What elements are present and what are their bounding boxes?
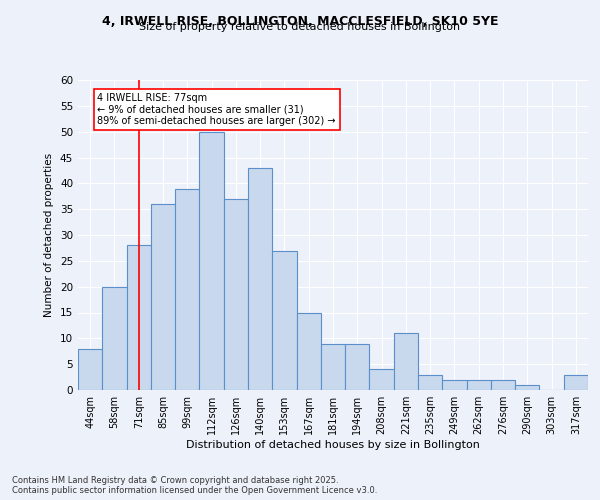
Bar: [564, 374, 588, 390]
Bar: [272, 250, 296, 390]
Bar: [248, 168, 272, 390]
Bar: [296, 312, 321, 390]
Bar: [199, 132, 224, 390]
Bar: [151, 204, 175, 390]
Text: Contains HM Land Registry data © Crown copyright and database right 2025.
Contai: Contains HM Land Registry data © Crown c…: [12, 476, 377, 495]
Bar: [418, 374, 442, 390]
Bar: [321, 344, 345, 390]
Bar: [175, 188, 199, 390]
X-axis label: Distribution of detached houses by size in Bollington: Distribution of detached houses by size …: [186, 440, 480, 450]
Bar: [78, 348, 102, 390]
Bar: [370, 370, 394, 390]
Bar: [102, 286, 127, 390]
Y-axis label: Number of detached properties: Number of detached properties: [44, 153, 55, 317]
Text: Size of property relative to detached houses in Bollington: Size of property relative to detached ho…: [139, 22, 461, 32]
Bar: [127, 246, 151, 390]
Bar: [394, 333, 418, 390]
Text: 4, IRWELL RISE, BOLLINGTON, MACCLESFIELD, SK10 5YE: 4, IRWELL RISE, BOLLINGTON, MACCLESFIELD…: [102, 15, 498, 28]
Bar: [345, 344, 370, 390]
Bar: [442, 380, 467, 390]
Bar: [224, 199, 248, 390]
Bar: [515, 385, 539, 390]
Bar: [467, 380, 491, 390]
Bar: [491, 380, 515, 390]
Text: 4 IRWELL RISE: 77sqm
← 9% of detached houses are smaller (31)
89% of semi-detach: 4 IRWELL RISE: 77sqm ← 9% of detached ho…: [97, 93, 336, 126]
